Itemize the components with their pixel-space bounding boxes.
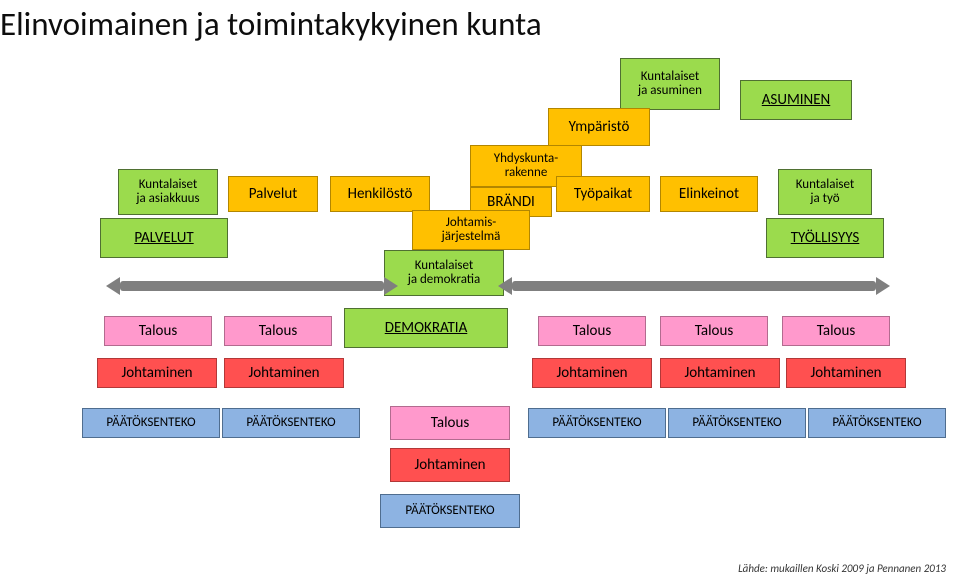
tile-label: Johtamis-järjestelmä [440, 214, 503, 247]
tile-label: DEMOKRATIA [383, 318, 470, 339]
tile-t-tal5: Talous [782, 316, 890, 346]
tile-label: Ympäristö [567, 117, 632, 138]
tile-label: Työpaikat [572, 184, 634, 205]
tile-t-kunta-demo: Kuntalaisetja demokratia [384, 250, 504, 296]
tile-t-pk2: PÄÄTÖKSENTEKO [222, 408, 360, 438]
tile-t-palvelut2: Palvelut [228, 176, 318, 212]
tile-t-kunta-asiak: Kuntalaisetja asiakkuus [118, 169, 218, 215]
tile-t-kunta-tyo: Kuntalaisetja työ [778, 169, 872, 215]
tile-t-tal1: Talous [104, 316, 212, 346]
page-title: Elinvoimainen ja toimintakykyinen kunta [0, 4, 542, 44]
tile-label: PÄÄTÖKSENTEKO [104, 414, 197, 432]
arrow-head-right [876, 277, 890, 295]
tile-label: Johtaminen [246, 363, 321, 384]
tile-t-pk1: PÄÄTÖKSENTEKO [82, 408, 220, 438]
tile-t-henkilosto: Henkilöstö [330, 176, 430, 212]
tile-t-asuminen-k: Kuntalaisetja asuminen [620, 58, 720, 110]
tile-t-tal-c: Talous [390, 406, 510, 440]
tile-label: Henkilöstö [346, 184, 415, 205]
tile-t-joh3: Johtaminen [532, 358, 652, 388]
tile-label: Talous [571, 321, 613, 342]
tile-label: Kuntalaisetja työ [794, 176, 857, 209]
tile-label: Johtaminen [682, 363, 757, 384]
tile-t-tyopaikat: Työpaikat [556, 176, 650, 212]
tile-label: PÄÄTÖKSENTEKO [403, 502, 496, 520]
tile-label: PÄÄTÖKSENTEKO [244, 414, 337, 432]
tile-t-tal4: Talous [660, 316, 768, 346]
tile-t-tal3: Talous [538, 316, 646, 346]
tile-t-joh4: Johtaminen [660, 358, 780, 388]
tile-t-tal2: Talous [224, 316, 332, 346]
tile-label: TYÖLLISYYS [789, 228, 862, 249]
tile-t-joh2: Johtaminen [224, 358, 344, 388]
tile-t-pk-c: PÄÄTÖKSENTEKO [380, 494, 520, 528]
tile-t-asuminen: ASUMINEN [740, 80, 852, 120]
tile-label: Talous [815, 321, 857, 342]
arrow-ar-left [120, 281, 384, 291]
tile-t-johtamis: Johtamis-järjestelmä [412, 210, 530, 250]
tile-label: Johtaminen [119, 363, 194, 384]
tile-label: PÄÄTÖKSENTEKO [830, 414, 923, 432]
tile-label: Kuntalaisetja demokratia [406, 257, 483, 290]
tile-label: Talous [693, 321, 735, 342]
tile-t-joh5: Johtaminen [786, 358, 906, 388]
tile-t-ymparisto: Ympäristö [548, 108, 650, 146]
tile-label: PALVELUT [132, 228, 195, 249]
tile-label: Yhdyskunta-rakenne [492, 150, 561, 183]
arrow-head-left [498, 277, 512, 295]
tile-t-pk4: PÄÄTÖKSENTEKO [668, 408, 806, 438]
tile-label: ASUMINEN [760, 90, 833, 111]
arrow-head-left [106, 277, 120, 295]
tile-t-pk3: PÄÄTÖKSENTEKO [528, 408, 666, 438]
tile-label: Kuntalaisetja asiakkuus [134, 176, 201, 209]
tile-t-pk5: PÄÄTÖKSENTEKO [808, 408, 946, 438]
tile-label: Johtaminen [554, 363, 629, 384]
tile-t-demokratia: DEMOKRATIA [344, 308, 508, 348]
tile-label: Elinkeinot [677, 184, 741, 205]
tile-label: Kuntalaisetja asuminen [636, 68, 704, 101]
tile-label: PÄÄTÖKSENTEKO [550, 414, 643, 432]
tile-t-tyollisyys: TYÖLLISYYS [766, 218, 884, 258]
tile-label: Johtaminen [412, 455, 487, 476]
arrow-ar-right [512, 281, 876, 291]
tile-label: Palvelut [247, 184, 300, 205]
tile-t-joh-c: Johtaminen [390, 448, 510, 482]
tile-label: Talous [429, 413, 471, 434]
arrow-head-right [384, 277, 398, 295]
tile-t-joh1: Johtaminen [97, 358, 217, 388]
tile-label: PÄÄTÖKSENTEKO [690, 414, 783, 432]
tile-label: Talous [257, 321, 299, 342]
tile-label: Johtaminen [808, 363, 883, 384]
source-note: Lähde: mukaillen Koski 2009 ja Pennanen … [738, 562, 946, 575]
tile-t-elinkeinot: Elinkeinot [660, 176, 758, 212]
tile-label: Talous [137, 321, 179, 342]
tile-t-palvelut: PALVELUT [100, 218, 228, 258]
